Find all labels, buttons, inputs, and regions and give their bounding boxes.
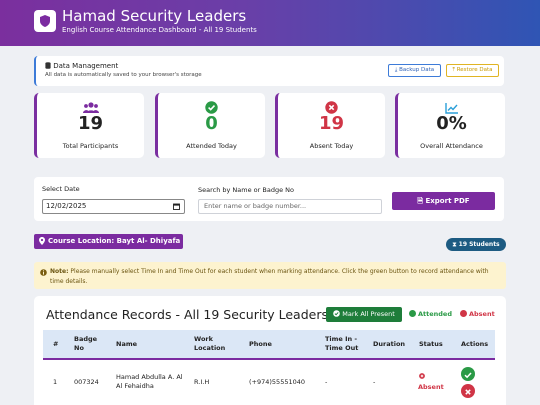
app-subtitle: English Course Attendance Dashboard - Al…	[62, 26, 257, 34]
backup-data-label: Backup Data	[399, 67, 435, 73]
data-management-title: Data Management	[45, 62, 118, 70]
row-badge: 007324	[74, 378, 99, 386]
stat-overall-value: 0%	[436, 113, 467, 134]
calendar-icon[interactable]	[173, 203, 180, 210]
file-pdf-icon: 🗎	[417, 197, 424, 205]
column-phone: Phone	[249, 340, 272, 348]
stat-absent-value: 19	[318, 113, 345, 134]
absent-dot-icon	[460, 310, 467, 317]
stat-total-label: Total Participants	[62, 142, 119, 150]
stat-card-total: 19 Total Participants	[34, 93, 144, 158]
export-pdf-label: Export PDF	[425, 197, 470, 205]
course-location-text: Course Location: Bayt Al- Dhiyafa	[48, 237, 181, 245]
map-pin-icon	[39, 237, 45, 245]
legend-attended: Attended	[409, 310, 452, 318]
table-header: # Badge No Name Work Location Phone Time…	[43, 330, 495, 360]
column-status: Status	[419, 340, 443, 348]
column-time: Time In - Time Out	[325, 335, 359, 352]
absent-status-icon	[419, 373, 425, 379]
upload-icon: ⤒	[452, 67, 455, 73]
stat-attended-label: Attended Today	[186, 142, 237, 150]
row-duration: -	[373, 378, 376, 386]
column-number: #	[53, 340, 59, 348]
note-prefix: Note:	[50, 268, 69, 275]
stat-absent-label: Absent Today	[309, 142, 354, 150]
column-badge: Badge No	[74, 335, 98, 352]
database-icon	[45, 62, 51, 69]
row-time: -	[325, 378, 328, 386]
attendance-note: Note: Please manually select Time In and…	[34, 262, 506, 289]
stat-attended-value: 0	[205, 113, 218, 134]
filter-panel: Select Date 12/02/2025 Search by Name or…	[34, 177, 504, 221]
row-number: 1	[53, 378, 58, 386]
stat-card-overall: 0% Overall Attendance	[395, 93, 505, 158]
check-icon	[464, 372, 472, 379]
app-header: Hamad Security Leaders English Course At…	[0, 0, 540, 46]
shield-logo	[34, 10, 56, 32]
date-input[interactable]: 12/02/2025	[42, 199, 185, 214]
users-icon	[37, 99, 144, 118]
legend-absent: Absent	[460, 310, 495, 318]
stat-card-absent: 19 Absent Today	[275, 93, 385, 158]
chart-line-icon	[398, 99, 505, 118]
shield-icon	[40, 15, 50, 27]
stat-card-attended: 0 Attended Today	[155, 93, 265, 158]
mark-present-button[interactable]	[461, 367, 475, 381]
column-name: Name	[116, 340, 138, 348]
mark-all-present-label: Mark All Present	[342, 310, 395, 318]
attendance-records-panel: Attendance Records - All 19 Security Lea…	[34, 296, 506, 405]
mark-all-present-button[interactable]: Mark All Present	[326, 307, 402, 322]
data-management-description: All data is automatically saved to your …	[45, 72, 202, 78]
column-actions: Actions	[461, 340, 489, 348]
date-label: Select Date	[42, 185, 80, 193]
export-pdf-button[interactable]: 🗎 Export PDF	[392, 192, 495, 210]
legend-attended-label: Attended	[418, 310, 452, 318]
stat-overall-label: Overall Attendance	[420, 142, 483, 150]
row-status: Absent	[418, 383, 444, 391]
close-icon	[465, 389, 471, 395]
attended-dot-icon	[409, 310, 416, 317]
check-icon	[333, 310, 340, 317]
course-location-badge: Course Location: Bayt Al- Dhiyafa	[34, 234, 183, 249]
date-value: 12/02/2025	[46, 202, 87, 210]
download-icon: ⤓	[394, 67, 398, 73]
app-title: Hamad Security Leaders	[62, 7, 247, 25]
row-phone: (+974)55551040	[249, 378, 306, 386]
column-work-location: Work Location	[194, 335, 226, 352]
records-title: Attendance Records - All 19 Security Lea…	[46, 307, 328, 322]
student-count-text: 19 Students	[458, 241, 500, 248]
column-duration: Duration	[373, 340, 406, 348]
backup-data-button[interactable]: ⤓ Backup Data	[388, 64, 441, 77]
mark-absent-button[interactable]	[461, 384, 475, 398]
row-name: Hamad Abdulla A. Al Al Fehaidha	[116, 373, 183, 390]
x-circle-icon	[278, 99, 385, 118]
data-management-title-text: Data Management	[53, 62, 119, 70]
hourglass-icon: ⧗	[452, 241, 457, 248]
search-label: Search by Name or Badge No	[198, 186, 294, 194]
student-count-badge: ⧗ 19 Students	[446, 238, 506, 251]
check-circle-icon	[158, 99, 265, 118]
info-icon	[40, 269, 47, 276]
note-text: Please manually select Time In and Time …	[50, 268, 489, 285]
legend-absent-label: Absent	[469, 310, 495, 318]
restore-data-label: Restore Data	[456, 67, 493, 73]
data-management-panel: Data Management All data is automaticall…	[34, 56, 504, 86]
search-input[interactable]: Enter name or badge number...	[198, 199, 382, 214]
row-location: R.I.H	[194, 378, 210, 386]
restore-data-button[interactable]: ⤒ Restore Data	[446, 64, 499, 77]
stat-total-value: 19	[77, 113, 104, 134]
